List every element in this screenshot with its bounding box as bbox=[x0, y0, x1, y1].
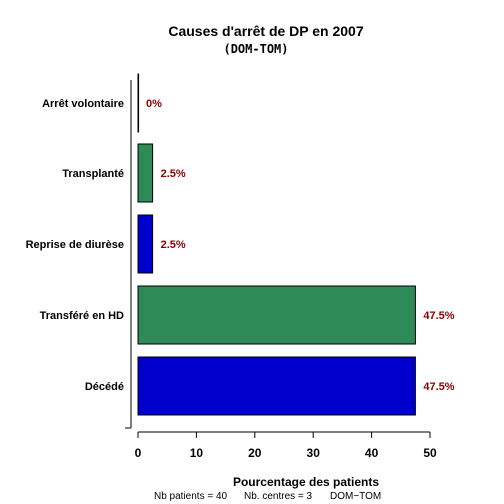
bar bbox=[137, 73, 140, 133]
chart-title: Causes d'arrêt de DP en 2007 bbox=[168, 23, 363, 39]
category-label: Arrêt volontaire bbox=[42, 98, 124, 110]
x-tick-label: 10 bbox=[190, 446, 204, 460]
x-tick-label: 0 bbox=[135, 446, 142, 460]
chart-subtitle: (DOM-TOM) bbox=[223, 42, 288, 56]
x-tick-label: 20 bbox=[248, 446, 262, 460]
category-label: Transplanté bbox=[62, 168, 124, 180]
category-label: Décédé bbox=[85, 381, 124, 393]
value-label: 2.5% bbox=[161, 239, 186, 251]
category-label: Transféré en HD bbox=[40, 310, 124, 322]
value-label: 47.5% bbox=[423, 310, 454, 322]
x-tick-label: 50 bbox=[423, 446, 437, 460]
value-label: 0% bbox=[146, 98, 162, 110]
x-tick-label: 40 bbox=[365, 446, 379, 460]
footer-centres: Nb. centres = 3 bbox=[244, 491, 313, 502]
footer-patients: Nb patients = 40 bbox=[154, 491, 228, 502]
bar bbox=[137, 356, 416, 416]
x-axis-label: Pourcentage des patients bbox=[233, 475, 379, 489]
value-label: 2.5% bbox=[161, 168, 186, 180]
footer-region: DOM−TOM bbox=[330, 491, 381, 502]
x-axis: 0 10 20 30 40 50 bbox=[135, 431, 437, 460]
category-label: Reprise de diurèse bbox=[26, 239, 124, 251]
value-label: 47.5% bbox=[423, 381, 454, 393]
bar bbox=[137, 214, 154, 274]
bars-layer: Arrêt volontaire 0% Transplanté 2.5% Reprise… bbox=[26, 73, 455, 416]
x-tick-label: 30 bbox=[307, 446, 321, 460]
bar bbox=[137, 143, 154, 203]
bar bbox=[137, 285, 416, 345]
